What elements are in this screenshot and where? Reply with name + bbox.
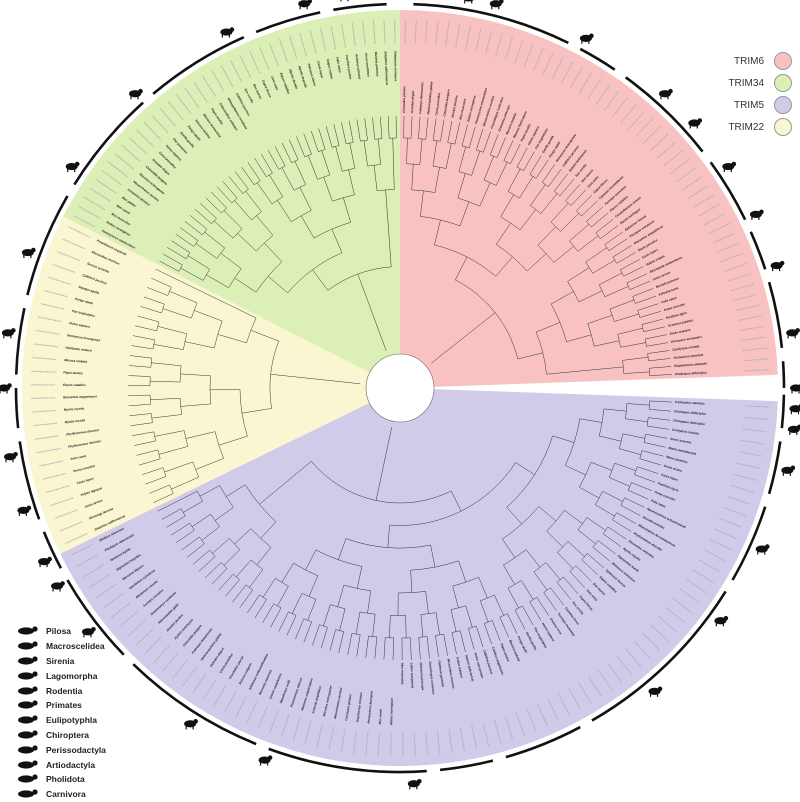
anteater-silhouette-icon [14,625,42,637]
legend-label: TRIM5 [734,100,764,111]
tree-root-circle [366,354,434,422]
order-legend-item: Sirenia [14,654,144,669]
order-legend-item: Pilosa [14,624,144,639]
order-legend-item: Eulipotyphla [14,713,144,728]
species-label: Rattus norvegicus [389,698,394,725]
animal-silhouette-icon [408,779,422,789]
animal-silhouette-icon [38,557,52,567]
legend-item-trim22: TRIM22 [682,116,792,138]
legend-label: TRIM6 [734,56,764,67]
dog-silhouette-icon [14,788,42,800]
animal-silhouette-icon [771,261,785,271]
animal-silhouette-icon [22,248,36,258]
animal-silhouette-icon [129,89,143,99]
order-legend-item: Rodentia [14,683,144,698]
order-label: Carnivora [46,789,86,799]
animal-silhouette-icon [298,0,312,9]
mouse-silhouette-icon [14,685,42,697]
order-label: Artiodactyla [46,760,95,770]
animal-silhouette-icon [756,544,770,554]
pangolin-silhouette-icon [14,773,42,785]
order-label: Sirenia [46,656,74,666]
animal-silhouette-icon [722,162,736,172]
order-legend-item: Artiodactyla [14,757,144,772]
order-ring-segment [783,361,784,388]
order-legend-item: Carnivora [14,787,144,802]
order-legend-item: Perissodactyla [14,742,144,757]
order-label: Eulipotyphla [46,715,97,725]
species-label: Mus musculus [400,663,404,685]
animal-silhouette-icon [51,581,65,591]
legend-swatch [774,96,792,114]
legend-item-trim6: TRIM6 [682,50,792,72]
manatee-silhouette-icon [14,655,42,667]
animal-silhouette-icon [184,719,198,729]
animal-silhouette-icon [714,616,728,626]
order-label: Perissodactyla [46,745,106,755]
species-label: Cricetulus griseus [402,86,406,113]
order-ring-segment [333,4,386,10]
order-label: Primates [46,700,82,710]
trim-legend: TRIM6 TRIM34 TRIM5 TRIM22 [682,50,792,138]
animal-silhouette-icon [750,210,764,220]
order-label: Chiroptera [46,730,89,740]
shrew-silhouette-icon [14,714,42,726]
animal-silhouette-icon [580,34,594,44]
legend-item-trim34: TRIM34 [682,72,792,94]
order-label: Macroscelidea [46,641,105,651]
order-legend-item: Chiroptera [14,728,144,743]
animal-silhouette-icon [649,687,663,697]
animal-silhouette-icon [0,383,12,393]
order-ring-segment [782,395,784,428]
order-label: Pilosa [46,626,71,636]
order-label: Lagomorpha [46,671,97,681]
animal-silhouette-icon [790,383,800,393]
rabbit-silhouette-icon [14,670,42,682]
monkey-silhouette-icon [14,699,42,711]
animal-silhouette-icon [339,0,353,1]
animal-silhouette-icon [220,27,234,37]
animal-silhouette-icon [2,328,16,338]
animal-silhouette-icon [788,425,800,435]
animal-silhouette-icon [4,452,18,462]
order-legend-item: Primates [14,698,144,713]
animal-silhouette-icon [781,466,795,476]
species-label: Equus caballus [63,383,86,387]
legend-item-trim5: TRIM5 [682,94,792,116]
legend-swatch [774,74,792,92]
order-ring-segment [16,388,18,428]
order-label: Pholidota [46,774,85,784]
legend-swatch [774,118,792,136]
legend-label: TRIM22 [728,122,764,133]
order-legend-item: Lagomorpha [14,668,144,683]
species-label: Odobenus rosmarus [393,51,397,82]
horse-silhouette-icon [14,744,42,756]
order-legend-item: Macroscelidea [14,639,144,654]
legend-label: TRIM34 [728,78,764,89]
animal-silhouette-icon [490,0,504,9]
animal-silhouette-icon [17,506,31,516]
animal-silhouette-icon [786,328,800,338]
order-legend: Pilosa Macroscelidea Sirenia Lagomorpha Rode… [14,624,144,802]
animal-silhouette-icon [66,162,80,172]
order-legend-item: Pholidota [14,772,144,787]
elephant-shrew-silhouette-icon [14,640,42,652]
animal-silhouette-icon [659,89,673,99]
animal-silhouette-icon [259,755,273,765]
animal-silhouette-icon [463,0,477,4]
animal-silhouette-icon [789,404,800,414]
bat-silhouette-icon [14,729,42,741]
order-label: Rodentia [46,686,82,696]
cow-silhouette-icon [14,759,42,771]
legend-swatch [774,52,792,70]
